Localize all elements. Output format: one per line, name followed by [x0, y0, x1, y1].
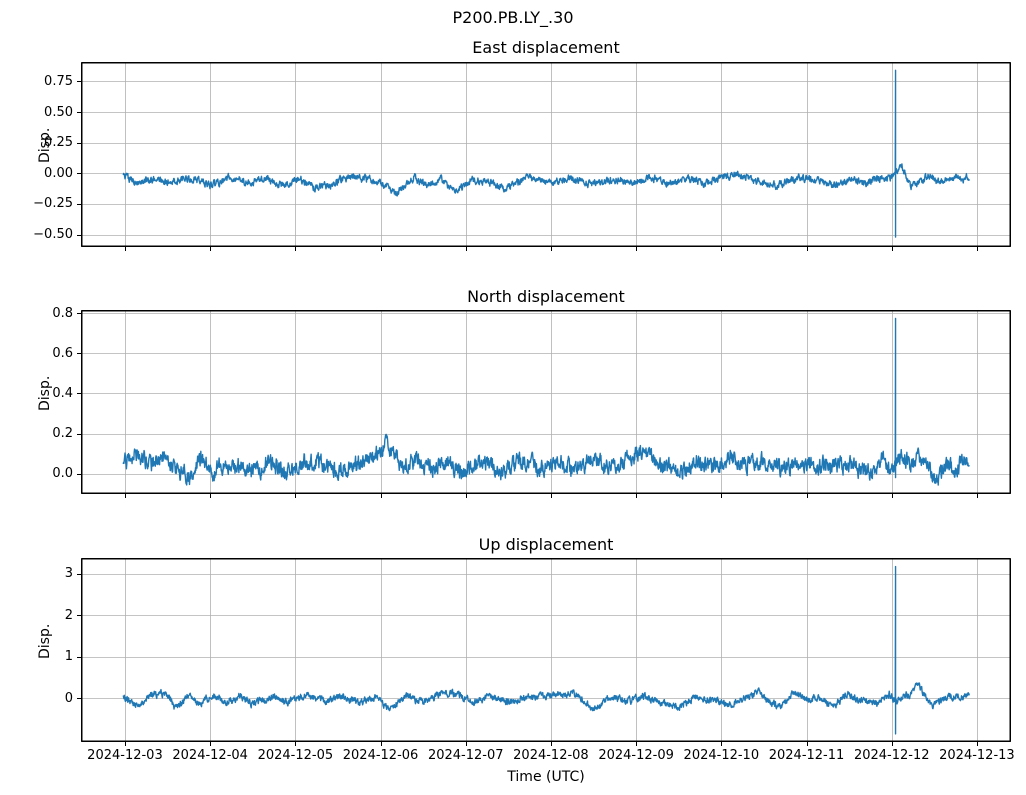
x-tick-mark	[721, 742, 723, 746]
x-tick-mark	[721, 494, 723, 498]
x-tick-mark	[806, 494, 808, 498]
subplot-title-up: Up displacement	[478, 535, 614, 554]
y-tick-mark	[77, 393, 81, 395]
x-tick-mark	[124, 494, 126, 498]
x-tick-label: 2024-12-11	[768, 748, 845, 763]
x-tick-mark	[891, 742, 893, 746]
x-tick-label: 2024-12-13	[939, 748, 1015, 763]
y-tick-label: 0.50	[44, 104, 73, 120]
x-tick-mark	[636, 247, 638, 251]
y-tick-label: 0.0	[52, 466, 73, 482]
x-tick-label: 2024-12-12	[853, 748, 930, 763]
x-tick-mark	[806, 742, 808, 746]
x-tick-label: 2024-12-06	[342, 748, 419, 763]
y-tick-mark	[77, 173, 81, 175]
plot-canvas-north	[81, 310, 1011, 494]
y-tick-label: 3	[64, 566, 73, 582]
x-tick-label: 2024-12-04	[172, 748, 248, 763]
x-tick-mark	[295, 247, 297, 251]
y-tick-label: −0.50	[33, 227, 73, 243]
x-tick-mark	[636, 742, 638, 746]
x-tick-label: 2024-12-07	[427, 748, 504, 763]
y-tick-mark	[77, 656, 81, 658]
y-tick-mark	[77, 234, 81, 236]
x-tick-mark	[210, 742, 212, 746]
y-tick-mark	[77, 698, 81, 700]
plot-canvas-up	[81, 558, 1011, 742]
y-tick-mark	[77, 473, 81, 475]
y-tick-label: 1	[64, 649, 73, 665]
x-tick-mark	[380, 742, 382, 746]
x-tick-label: 2024-12-03	[87, 748, 163, 763]
y-tick-mark	[77, 81, 81, 83]
y-tick-label: 0.2	[52, 426, 73, 442]
x-tick-mark	[806, 247, 808, 251]
x-tick-mark	[976, 742, 978, 746]
x-tick-mark	[465, 494, 467, 498]
y-tick-label: 0.6	[52, 345, 73, 361]
y-tick-label: 0.25	[44, 135, 73, 151]
x-tick-mark	[380, 494, 382, 498]
x-tick-label: 2024-12-09	[598, 748, 674, 763]
x-tick-mark	[124, 247, 126, 251]
plot-canvas-east	[81, 62, 1011, 247]
y-tick-label: −0.25	[33, 196, 73, 212]
x-tick-mark	[891, 494, 893, 498]
x-tick-mark	[721, 247, 723, 251]
x-tick-mark	[210, 494, 212, 498]
y-tick-mark	[77, 203, 81, 205]
x-tick-mark	[210, 247, 212, 251]
x-tick-mark	[976, 494, 978, 498]
figure-title: P200.PB.LY_.30	[452, 8, 574, 27]
y-axis-label-north: Disp.	[37, 375, 53, 411]
y-tick-label: 0.8	[52, 305, 73, 321]
y-tick-mark	[77, 353, 81, 355]
y-tick-mark	[77, 433, 81, 435]
x-tick-label: 2024-12-10	[683, 748, 760, 763]
subplot-title-east: East displacement	[472, 38, 620, 57]
y-tick-label: 0	[64, 690, 73, 706]
plot-area-north	[81, 310, 1011, 494]
x-tick-mark	[636, 494, 638, 498]
plot-area-east	[81, 62, 1011, 247]
x-tick-mark	[380, 247, 382, 251]
x-tick-mark	[550, 742, 552, 746]
y-tick-mark	[77, 112, 81, 114]
y-tick-mark	[77, 573, 81, 575]
x-tick-mark	[550, 494, 552, 498]
x-tick-mark	[465, 247, 467, 251]
x-axis-label: Time (UTC)	[507, 769, 585, 785]
x-tick-mark	[465, 742, 467, 746]
subplot-title-north: North displacement	[467, 287, 625, 306]
y-tick-label: 0.75	[44, 73, 73, 89]
y-tick-label: 0.00	[44, 165, 73, 181]
y-tick-mark	[77, 615, 81, 617]
plot-area-up	[81, 558, 1011, 742]
x-tick-mark	[124, 742, 126, 746]
x-tick-mark	[295, 742, 297, 746]
y-tick-mark	[77, 142, 81, 144]
x-tick-label: 2024-12-05	[257, 748, 334, 763]
x-tick-mark	[976, 247, 978, 251]
y-tick-label: 0.4	[52, 385, 73, 401]
x-tick-mark	[550, 247, 552, 251]
x-tick-mark	[295, 494, 297, 498]
x-tick-label: 2024-12-08	[513, 748, 589, 763]
x-tick-mark	[891, 247, 893, 251]
y-axis-label-up: Disp.	[37, 623, 53, 659]
y-tick-mark	[77, 313, 81, 315]
y-tick-label: 2	[64, 607, 73, 623]
